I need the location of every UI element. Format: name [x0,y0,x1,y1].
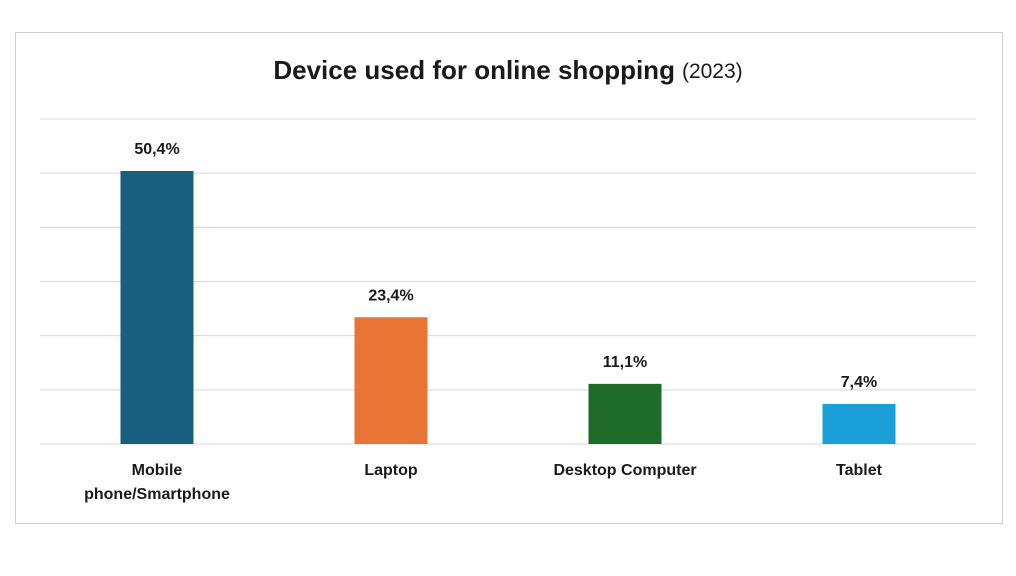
title-main: Device used for online shopping [273,55,675,85]
title-note: (2023) [682,60,743,83]
x-tick-label-box: Laptop [364,462,418,479]
bar [822,403,896,444]
x-tick-label: Mobile phone/Smartphone [84,462,230,503]
value-label: 11,1% [603,354,647,371]
bar [588,383,662,444]
bar [354,317,428,444]
x-tick-label: Desktop Computer [553,462,697,479]
chart-title: Device used for online shopping (2023) [273,55,742,85]
value-label: 50,4% [134,141,179,158]
value-label: 23,4% [368,287,413,304]
bar [120,171,194,444]
x-tick-label-box: Tablet [836,462,882,479]
x-tick-label: Tablet [836,462,882,479]
x-tick-label-box: Desktop Computer [553,462,697,479]
value-label: 7,4% [841,374,877,391]
x-tick-label-box: Mobile phone/Smartphone [84,462,230,503]
x-tick-label: Laptop [364,462,418,479]
